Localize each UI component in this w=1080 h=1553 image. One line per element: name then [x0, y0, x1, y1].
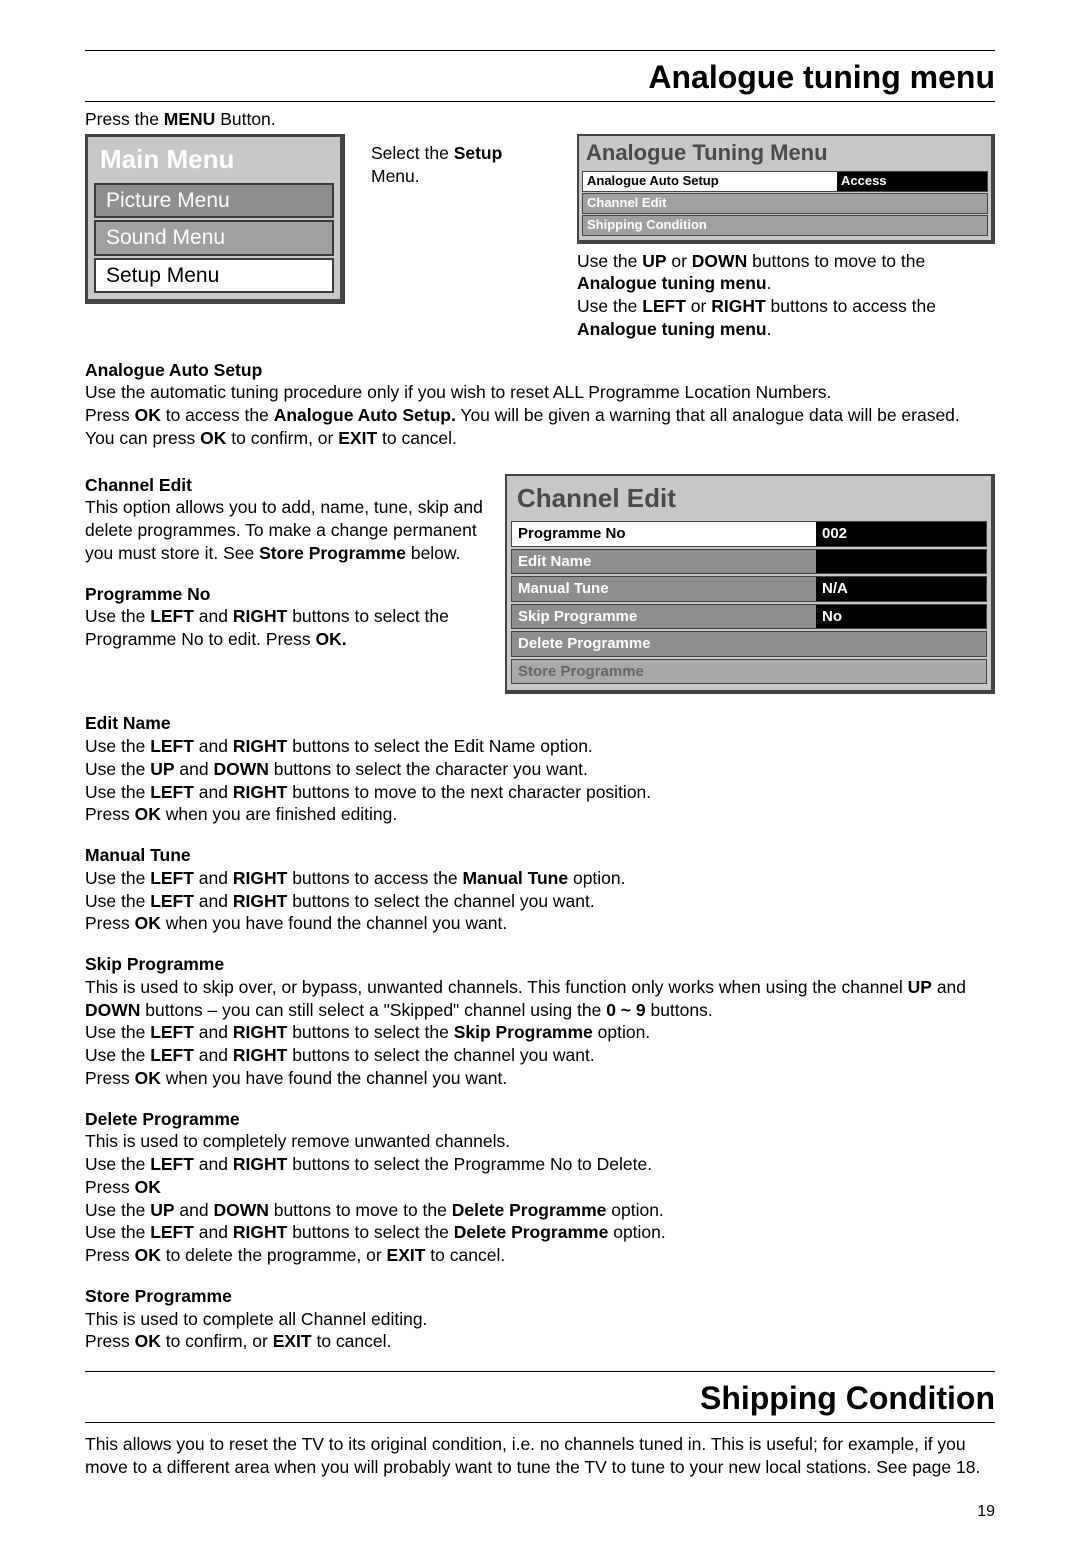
select-setup-line: Select the Setup Menu. — [371, 142, 551, 188]
ce-row-store-programme: Store Programme — [511, 659, 987, 685]
main-menu-box: Main Menu Picture Menu Sound Menu Setup … — [85, 134, 345, 304]
en-l3: Use the LEFT and RIGHT buttons to move t… — [85, 781, 995, 804]
en-l4: Press OK when you are finished editing. — [85, 803, 995, 826]
mt-heading: Manual Tune — [85, 844, 995, 867]
use-updown-line: Use the UP or DOWN buttons to move to th… — [577, 250, 995, 296]
rule-under-shipping — [85, 1422, 995, 1423]
mt-l1: Use the LEFT and RIGHT buttons to access… — [85, 867, 995, 890]
section-title-analogue: Analogue tuning menu — [85, 57, 995, 99]
aas-p2: Press OK to access the Analogue Auto Set… — [85, 404, 995, 427]
dp-p1: This is used to completely remove unwant… — [85, 1130, 995, 1153]
rule-under-title1 — [85, 101, 995, 102]
atm-row-auto-setup: Analogue Auto Setup Access — [582, 171, 988, 192]
main-menu-item-setup: Setup Menu — [94, 258, 334, 293]
press-menu-line: Press the MENU Button. — [85, 108, 995, 131]
ce-row-delete-programme: Delete Programme — [511, 631, 987, 657]
sp-l4: Press OK when you have found the channel… — [85, 1067, 995, 1090]
ce-row-manual-tune: Manual Tune N/A — [511, 576, 987, 602]
sp-l2: Use the LEFT and RIGHT buttons to select… — [85, 1021, 995, 1044]
ce-heading: Channel Edit — [85, 474, 485, 497]
dp-l5: Use the LEFT and RIGHT buttons to select… — [85, 1221, 995, 1244]
ce-p1: This option allows you to add, name, tun… — [85, 496, 485, 564]
dp-l4: Use the UP and DOWN buttons to move to t… — [85, 1199, 995, 1222]
mt-l2: Use the LEFT and RIGHT buttons to select… — [85, 890, 995, 913]
aas-heading: Analogue Auto Setup — [85, 359, 995, 382]
dp-heading: Delete Programme — [85, 1108, 995, 1131]
en-heading: Edit Name — [85, 712, 995, 735]
channel-edit-box: Channel Edit Programme No 002 Edit Name … — [505, 474, 995, 695]
analogue-tuning-menu-title: Analogue Tuning Menu — [582, 139, 988, 170]
use-lr-line: Use the LEFT or RIGHT buttons to access … — [577, 295, 995, 341]
en-l2: Use the UP and DOWN buttons to select th… — [85, 758, 995, 781]
ce-row-edit-name: Edit Name — [511, 549, 987, 575]
aas-p3: You can press OK to confirm, or EXIT to … — [85, 427, 995, 450]
main-menu-item-sound: Sound Menu — [94, 220, 334, 255]
dp-l3: Press OK — [85, 1176, 995, 1199]
section-title-shipping: Shipping Condition — [85, 1378, 995, 1420]
mt-l3: Press OK when you have found the channel… — [85, 912, 995, 935]
page-number: 19 — [85, 1502, 995, 1523]
atm-row-channel-edit: Channel Edit — [582, 193, 988, 214]
st-heading: Store Programme — [85, 1285, 995, 1308]
main-menu-item-picture: Picture Menu — [94, 183, 334, 218]
sp-p1: This is used to skip over, or bypass, un… — [85, 976, 995, 1022]
st-p2: Press OK to confirm, or EXIT to cancel. — [85, 1330, 995, 1353]
dp-l6: Press OK to delete the programme, or EXI… — [85, 1244, 995, 1267]
pn-heading: Programme No — [85, 583, 485, 606]
dp-l2: Use the LEFT and RIGHT buttons to select… — [85, 1153, 995, 1176]
atm-row-shipping: Shipping Condition — [582, 215, 988, 236]
channel-edit-box-title: Channel Edit — [511, 480, 987, 520]
pn-p1: Use the LEFT and RIGHT buttons to select… — [85, 605, 485, 651]
main-menu-title: Main Menu — [92, 141, 336, 181]
aas-p1: Use the automatic tuning procedure only … — [85, 381, 995, 404]
ce-row-programme-no: Programme No 002 — [511, 521, 987, 547]
top-rule — [85, 50, 995, 51]
sp-l3: Use the LEFT and RIGHT buttons to select… — [85, 1044, 995, 1067]
shipping-p1: This allows you to reset the TV to its o… — [85, 1433, 995, 1479]
rule-above-shipping — [85, 1371, 995, 1372]
sp-heading: Skip Programme — [85, 953, 995, 976]
en-l1: Use the LEFT and RIGHT buttons to select… — [85, 735, 995, 758]
analogue-tuning-menu-box: Analogue Tuning Menu Analogue Auto Setup… — [577, 134, 995, 243]
st-p1: This is used to complete all Channel edi… — [85, 1308, 995, 1331]
ce-row-skip-programme: Skip Programme No — [511, 604, 987, 630]
